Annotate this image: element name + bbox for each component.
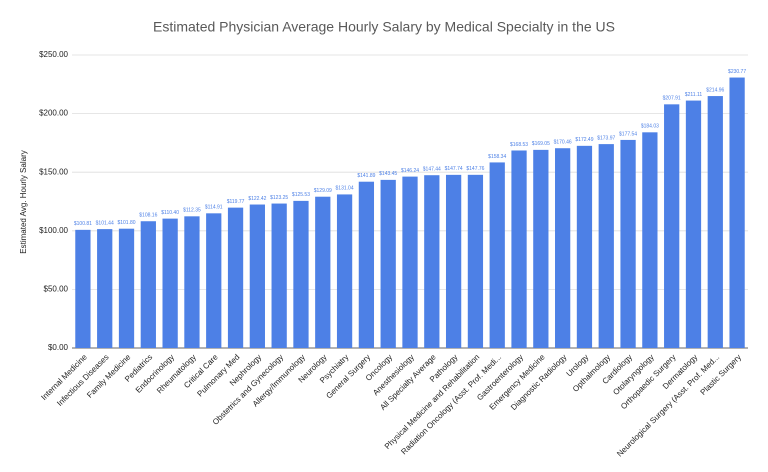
bar [402,176,418,348]
bar [576,145,593,348]
value-label: $141.89 [357,173,375,179]
value-label: $100.81 [74,221,92,227]
value-label: $108.16 [139,213,157,219]
bar [685,100,702,349]
bar [642,132,658,348]
bar [380,179,396,348]
value-label: $122.42 [248,196,266,202]
y-tick-label: $150.00 [39,167,68,176]
value-label: $169.05 [532,141,550,147]
value-label: $101.80 [117,220,135,226]
value-label: $125.53 [292,192,310,198]
bar [467,174,484,348]
bar [293,200,309,348]
bar [620,139,636,348]
value-label: $129.09 [314,188,332,194]
bar [249,204,265,348]
value-label: $172.49 [575,137,593,143]
bar [664,104,680,348]
value-label: $123.25 [270,195,288,201]
bar [315,196,331,348]
bar [336,194,353,348]
value-label: $214.96 [706,87,724,93]
bar [140,221,156,348]
value-label: $146.24 [401,168,419,174]
y-tick-label: $250.00 [39,50,68,59]
bar [227,207,244,348]
value-label: $207.91 [663,96,681,102]
y-tick-label: $200.00 [39,109,68,118]
bar [729,77,745,348]
chart-title: Estimated Physician Average Hourly Salar… [153,19,615,35]
y-tick-label: $50.00 [44,285,69,294]
value-label: $147.76 [466,166,484,172]
value-label: $119.77 [227,199,245,205]
bar [75,229,91,348]
bar [598,144,614,348]
bar [97,229,113,348]
bar [707,96,723,348]
bar [533,149,549,348]
value-label: $211.11 [685,92,703,98]
value-label: $168.53 [510,142,528,148]
value-label: $147.44 [423,167,441,173]
value-label: $158.34 [488,154,506,160]
value-label: $177.54 [619,131,637,137]
bar [162,218,178,348]
value-label: $143.45 [379,171,397,177]
bar [271,203,287,348]
bar [555,148,571,348]
x-tick-label: Neurological Surgery (Asst. Prof. Med... [615,353,721,459]
value-label: $170.46 [554,140,572,146]
y-axis-label: Estimated Avg. Hourly Salary [19,150,28,253]
bar [489,162,505,348]
y-tick-label: $0.00 [48,343,69,352]
bar [424,175,440,348]
value-label: $112.35 [183,208,201,214]
value-label: $147.74 [445,166,463,172]
bar [511,150,527,348]
value-label: $101.44 [96,220,114,226]
value-label: $114.91 [205,205,223,211]
value-label: $184.03 [641,124,659,130]
bar [358,181,375,348]
value-label: $110.40 [161,210,179,216]
value-label: $173.97 [597,135,615,141]
bar [184,216,200,348]
bar [118,228,135,348]
value-label: $230.77 [728,69,746,75]
y-tick-label: $100.00 [39,226,68,235]
bar [445,174,462,348]
bar [206,213,222,348]
value-label: $131.04 [336,186,354,192]
